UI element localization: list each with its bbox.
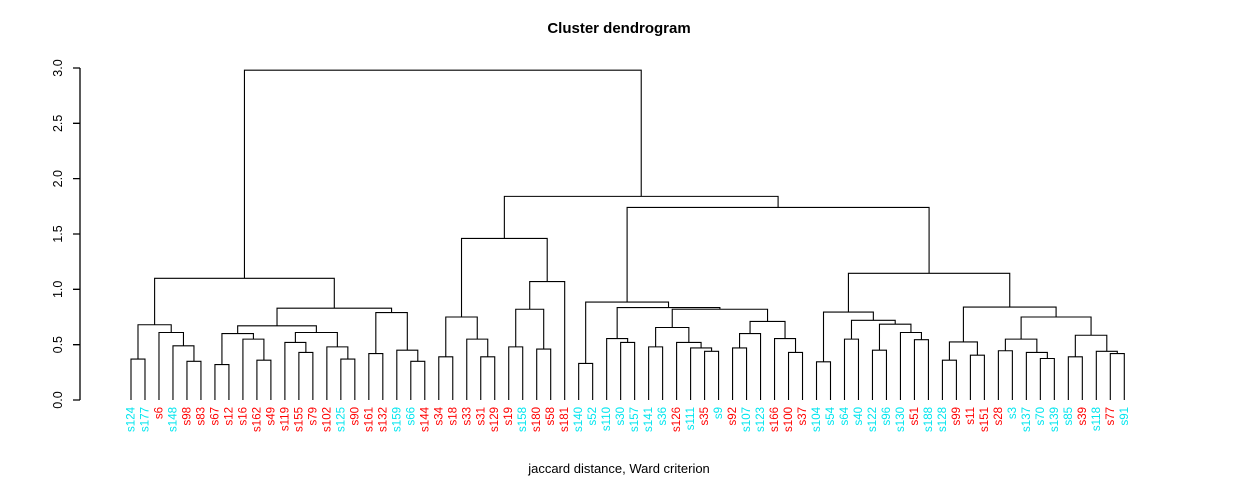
leaf-label: s104 [811,406,823,432]
leaf-label: s92 [727,407,739,426]
y-tick-label: 3.0 [51,59,65,76]
y-tick-label: 1.5 [51,225,65,242]
leaf-label: s40 [853,407,865,426]
leaf-label: s51 [909,407,921,426]
leaf-label: s77 [1105,407,1117,426]
leaf-label: s148 [167,407,179,432]
leaf-label: s99 [951,407,963,426]
leaf-label: s132 [377,407,389,432]
y-axis [73,67,81,401]
leaf-label: s18 [447,407,459,426]
leaf-label: s66 [405,407,417,426]
leaf-label: s52 [587,407,599,426]
leaf-label: s111 [685,407,697,430]
leaf-label: s85 [1063,407,1075,426]
leaf-label: s119 [279,407,291,431]
leaf-label: s36 [657,407,669,426]
leaf-label: s35 [699,407,711,426]
leaf-label: s144 [419,406,431,432]
leaf-label: s33 [461,407,473,426]
leaf-label: s100 [783,407,795,432]
leaf-label: s3 [1007,407,1019,419]
leaf-label: s161 [363,407,375,432]
leaf-label: s39 [1077,407,1089,426]
dendrogram-tree [130,69,1125,400]
leaf-label: s34 [433,406,445,425]
leaf-label: s181 [559,407,571,432]
leaf-label: s102 [321,407,333,432]
leaf-label: s28 [993,407,1005,426]
leaf-label: s159 [391,407,403,432]
leaf-label: s140 [573,407,585,432]
leaf-label: s91 [1119,407,1131,426]
x-axis-label: jaccard distance, Ward criterion [528,461,710,476]
leaf-label: s141 [643,407,655,432]
leaf-label: s139 [1049,407,1061,432]
leaf-label: s9 [713,407,725,419]
leaf-label: s123 [755,407,767,432]
leaf-label: s125 [335,407,347,432]
leaf-label: s128 [937,407,949,432]
leaf-label: s155 [293,407,305,432]
leaf-label: s30 [615,407,627,426]
leaf-label: s177 [139,407,151,432]
leaf-label: s83 [195,407,207,426]
leaf-label: s54 [825,406,837,425]
leaf-label: s158 [517,407,529,432]
leaf-label: s151 [979,407,991,432]
leaf-label: s58 [545,407,557,426]
leaf-label: s122 [867,407,879,432]
leaf-label: s130 [895,407,907,432]
leaf-label: s16 [237,407,249,426]
leaf-label: s64 [839,406,851,425]
leaf-label: s126 [671,407,683,432]
leaf-label: s188 [923,407,935,432]
chart-title: Cluster dendrogram [547,20,691,37]
leaf-label: s90 [349,407,361,426]
leaf-label: s98 [181,407,193,426]
y-tick-label: 1.0 [51,281,65,298]
leaf-label: s79 [307,407,319,426]
leaf-label: s19 [503,407,515,426]
leaf-label: s70 [1035,407,1047,426]
leaf-label: s6 [153,407,165,419]
leaf-label: s110 [601,407,613,431]
leaf-label: s180 [531,407,543,432]
leaf-label: s166 [769,407,781,432]
leaf-label: s124 [126,406,138,432]
leaf-label: s157 [629,407,641,432]
leaf-label: s67 [209,407,221,426]
leaf-label: s162 [251,407,263,432]
leaf-label: s118 [1091,407,1103,431]
y-tick-label: 2.0 [51,170,65,187]
leaf-label: s37 [797,407,809,426]
leaf-label: s11 [965,407,977,425]
y-tick-label: 0.0 [51,391,65,408]
leaf-label: s129 [489,407,501,432]
leaf-label: s31 [475,407,487,426]
y-tick-label: 2.5 [51,115,65,132]
leaf-label: s49 [265,407,277,426]
leaf-label: s137 [1021,407,1033,432]
y-tick-label: 0.5 [51,336,65,353]
leaf-label: s12 [223,407,235,426]
leaf-label: s107 [741,407,753,432]
leaf-label: s96 [881,407,893,426]
